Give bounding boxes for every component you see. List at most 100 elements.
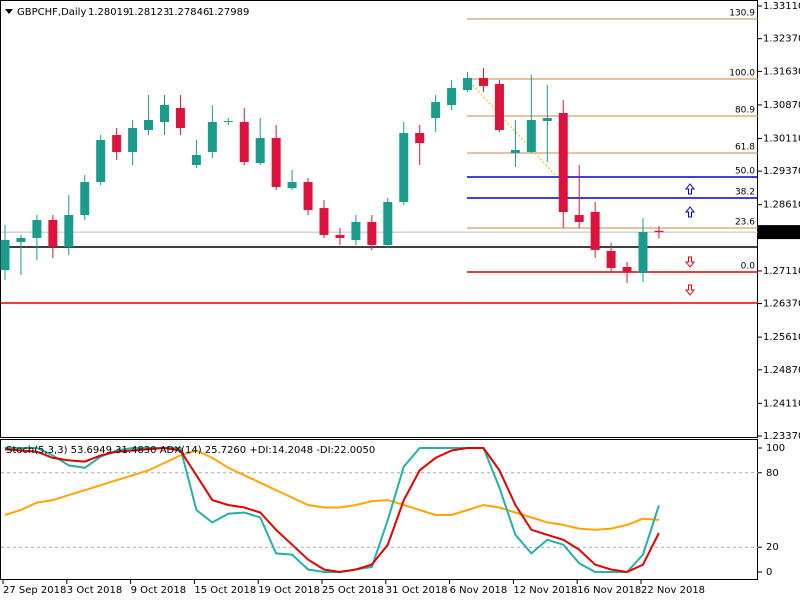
candle-body: [32, 220, 42, 238]
candle-body: [319, 208, 329, 235]
x-tick-label: 9 Oct 2018: [131, 585, 186, 596]
fibo-label: 130.9: [729, 8, 755, 18]
candle-body: [399, 132, 409, 202]
candle-body: [255, 138, 265, 164]
fibo-label: 0.0: [741, 262, 756, 272]
y-tick-label: 1.24110: [763, 398, 800, 409]
y-tick-label: 1.31630: [763, 66, 800, 77]
x-tick-label: 25 Oct 2018: [322, 585, 384, 596]
candle-body: [48, 220, 58, 247]
y-tick-label: 1.24870: [763, 365, 800, 376]
candle-body: [0, 239, 10, 270]
candle-body: [526, 120, 536, 153]
candle-body: [479, 78, 488, 87]
low-value: 1.27846: [168, 7, 209, 18]
menu-triangle: [5, 9, 13, 14]
down-arrow: [684, 256, 696, 268]
candle-body: [80, 182, 90, 216]
fibo-label: 23.6: [735, 217, 755, 227]
up-arrow: [684, 206, 696, 218]
candle-body: [574, 215, 584, 222]
y-tick-label: 1.27110: [763, 266, 800, 277]
fibo-label: 50.0: [735, 167, 755, 177]
up-arrows: [684, 183, 696, 218]
y-tick-label: 1.29370: [763, 166, 800, 177]
candle-body: [654, 230, 664, 233]
price-panel-frame: [0, 0, 758, 438]
candle-body: [622, 266, 632, 273]
candle-body: [351, 221, 361, 240]
x-tick-label: 6 Nov 2018: [450, 585, 508, 596]
down-arrow: [684, 284, 696, 296]
y-tick-label: 1.23370: [763, 431, 800, 442]
close-value: 1.27989: [208, 7, 249, 18]
candle-body: [16, 237, 26, 242]
indicator-panel-frame: [0, 439, 758, 580]
indicator-line: [4, 446, 660, 574]
candle-body: [287, 182, 297, 188]
price-box: [758, 225, 800, 240]
candle-body: [191, 154, 201, 165]
candle-body: [447, 87, 457, 105]
candle-body: [64, 215, 74, 247]
fibo-label: 61.8: [735, 142, 755, 152]
open-value: 1.28019: [88, 7, 129, 18]
candle-body: [415, 132, 425, 144]
fibo-label: 38.2: [735, 188, 755, 198]
candle-body: [239, 121, 249, 162]
candle-body: [510, 149, 520, 153]
trend-line: [469, 81, 557, 177]
candle-body: [128, 127, 138, 153]
candle-body: [144, 120, 154, 131]
price-box-label: 1.27989: [761, 227, 800, 238]
y-tick-label: 1.25610: [763, 332, 800, 343]
x-tick-label: 22 Nov 2018: [641, 585, 705, 596]
candle-body: [303, 182, 313, 211]
high-value: 1.28123: [128, 7, 169, 18]
y-tick-label: 1.28610: [763, 200, 800, 211]
candle-body: [494, 84, 504, 131]
indicator-title: Stoch(5,3,3) 53.6949 31.4830 ADX(14) 25.…: [6, 445, 375, 456]
y-tick-label: 80: [766, 468, 779, 479]
candle-body: [223, 121, 233, 123]
candle-body: [606, 250, 616, 268]
x-tick-label: 3 Oct 2018: [67, 585, 122, 596]
y-tick-label: 20: [766, 542, 779, 553]
candle-body: [271, 138, 281, 188]
candle-body: [558, 112, 568, 213]
fibo-label: 80.9: [735, 105, 755, 115]
symbol-title: GBPCHF,Daily: [17, 7, 86, 18]
candle-body: [96, 140, 106, 183]
x-tick-label: 15 Oct 2018: [194, 585, 256, 596]
x-tick-label: 27 Sep 2018: [3, 585, 66, 596]
candle-body: [335, 234, 345, 238]
candle-body: [590, 212, 600, 250]
candle-body: [431, 101, 441, 119]
x-tick-label: 31 Oct 2018: [386, 585, 448, 596]
up-arrow: [684, 183, 696, 195]
y-tick-label: 1.30870: [763, 100, 800, 111]
candle-body: [638, 232, 648, 273]
y-tick-label: 1.30110: [763, 133, 800, 144]
x-tick-label: 16 Nov 2018: [577, 585, 641, 596]
y-tick-label: 1.32370: [763, 34, 800, 45]
y-tick-label: 1.26370: [763, 299, 800, 310]
candle-body: [207, 121, 217, 153]
x-tick-label: 12 Nov 2018: [513, 585, 577, 596]
fibo-label: 100.0: [729, 68, 755, 78]
candle-body: [383, 201, 393, 245]
indicator-line: [4, 449, 659, 531]
down-arrows: [684, 256, 696, 296]
y-tick-label: 100: [766, 443, 785, 454]
x-tick-label: 19 Oct 2018: [258, 585, 320, 596]
candle-body: [160, 104, 169, 122]
candle-body: [463, 78, 473, 91]
candle-body: [175, 107, 185, 128]
y-tick-label: 0: [766, 567, 772, 578]
candle-body: [367, 221, 377, 245]
candle-body: [542, 118, 552, 122]
candle-body: [112, 135, 122, 153]
